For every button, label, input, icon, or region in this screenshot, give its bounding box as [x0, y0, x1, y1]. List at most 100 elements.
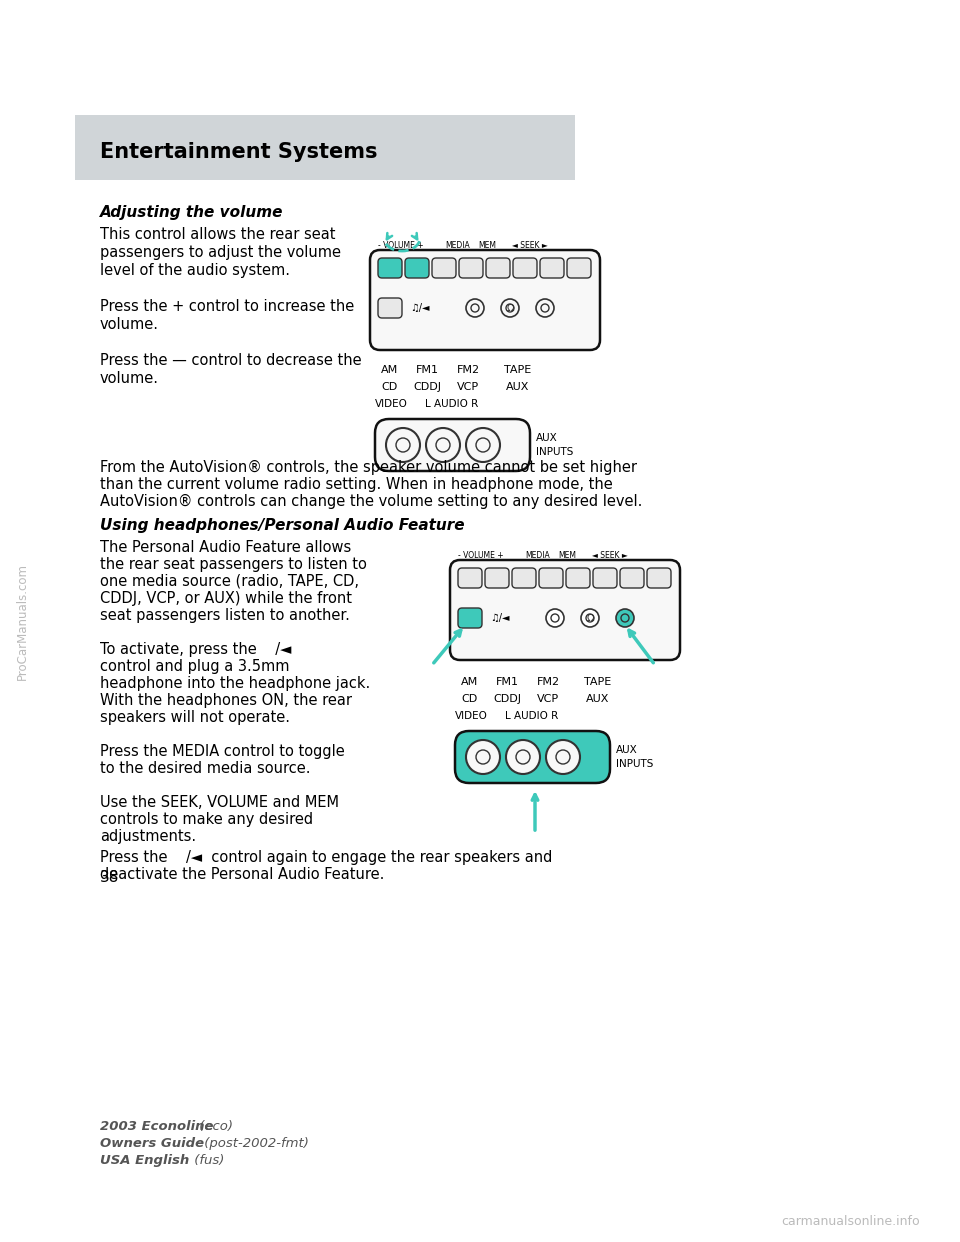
FancyBboxPatch shape [647, 568, 671, 587]
Text: adjustments.: adjustments. [100, 828, 196, 845]
Text: ♫/◄: ♫/◄ [490, 614, 510, 623]
Text: VCP: VCP [537, 694, 559, 704]
Text: FM1: FM1 [416, 365, 439, 375]
Text: CD: CD [462, 694, 478, 704]
FancyBboxPatch shape [375, 419, 530, 471]
FancyBboxPatch shape [512, 568, 536, 587]
Text: ◄ SEEK ►: ◄ SEEK ► [592, 551, 628, 560]
FancyBboxPatch shape [455, 732, 610, 782]
Text: Press the MEDIA control to toggle: Press the MEDIA control to toggle [100, 744, 345, 759]
Text: headphone into the headphone jack.: headphone into the headphone jack. [100, 676, 371, 691]
Text: VIDEO: VIDEO [455, 710, 488, 722]
Text: volume.: volume. [100, 371, 159, 386]
Text: control and plug a 3.5mm: control and plug a 3.5mm [100, 660, 290, 674]
Text: 2003 Econoline: 2003 Econoline [100, 1120, 213, 1133]
Text: deactivate the Personal Audio Feature.: deactivate the Personal Audio Feature. [100, 867, 384, 882]
FancyBboxPatch shape [450, 560, 680, 660]
Text: seat passengers listen to another.: seat passengers listen to another. [100, 609, 349, 623]
Text: speakers will not operate.: speakers will not operate. [100, 710, 290, 725]
Text: (fus): (fus) [190, 1154, 225, 1167]
FancyBboxPatch shape [458, 568, 482, 587]
Text: CD: CD [382, 383, 398, 392]
Text: - VOLUME +: - VOLUME + [458, 551, 504, 560]
Text: TAPE: TAPE [504, 365, 532, 375]
Text: ◄ SEEK ►: ◄ SEEK ► [512, 241, 548, 250]
FancyBboxPatch shape [458, 609, 482, 628]
Text: carmanualsonline.info: carmanualsonline.info [781, 1215, 920, 1228]
Text: FM1: FM1 [495, 677, 518, 687]
Text: AM: AM [462, 677, 479, 687]
Text: With the headphones ON, the rear: With the headphones ON, the rear [100, 693, 352, 708]
Circle shape [546, 609, 564, 627]
FancyBboxPatch shape [459, 258, 483, 278]
Text: The Personal Audio Feature allows: The Personal Audio Feature allows [100, 540, 351, 555]
Text: ProCarManuals.com: ProCarManuals.com [15, 563, 29, 679]
FancyBboxPatch shape [405, 258, 429, 278]
Text: Use the SEEK, VOLUME and MEM: Use the SEEK, VOLUME and MEM [100, 795, 339, 810]
FancyBboxPatch shape [485, 568, 509, 587]
FancyBboxPatch shape [593, 568, 617, 587]
FancyBboxPatch shape [539, 568, 563, 587]
Text: 38: 38 [100, 869, 119, 886]
Text: (post-2002-fmt): (post-2002-fmt) [200, 1136, 309, 1150]
Text: CDDJ: CDDJ [413, 383, 441, 392]
Text: L AUDIO R: L AUDIO R [505, 710, 559, 722]
Circle shape [466, 740, 500, 774]
FancyBboxPatch shape [370, 250, 600, 350]
Bar [75, 116, 575, 180]
Text: MEDIA: MEDIA [445, 241, 469, 250]
Text: Ω: Ω [506, 303, 514, 313]
FancyBboxPatch shape [513, 258, 537, 278]
Text: INPUTS: INPUTS [616, 759, 654, 769]
Text: TAPE: TAPE [585, 677, 612, 687]
FancyBboxPatch shape [432, 258, 456, 278]
Text: CDDJ, VCP, or AUX) while the front: CDDJ, VCP, or AUX) while the front [100, 591, 352, 606]
FancyBboxPatch shape [540, 258, 564, 278]
Circle shape [581, 609, 599, 627]
Text: Owners Guide: Owners Guide [100, 1136, 204, 1150]
Text: AutoVision® controls can change the volume setting to any desired level.: AutoVision® controls can change the volu… [100, 494, 642, 509]
Text: USA English: USA English [100, 1154, 189, 1167]
Text: passengers to adjust the volume: passengers to adjust the volume [100, 245, 341, 260]
Text: From the AutoVision® controls, the speaker volume cannot be set higher: From the AutoVision® controls, the speak… [100, 460, 637, 474]
Text: MEM: MEM [478, 241, 496, 250]
Text: to the desired media source.: to the desired media source. [100, 761, 310, 776]
Text: level of the audio system.: level of the audio system. [100, 263, 290, 278]
FancyBboxPatch shape [378, 258, 402, 278]
Text: one media source (radio, TAPE, CD,: one media source (radio, TAPE, CD, [100, 574, 359, 589]
Text: AUX: AUX [506, 383, 530, 392]
Text: VCP: VCP [457, 383, 479, 392]
Text: AUX: AUX [536, 433, 558, 443]
Text: Using headphones/Personal Audio Feature: Using headphones/Personal Audio Feature [100, 518, 465, 533]
FancyBboxPatch shape [620, 568, 644, 587]
Text: volume.: volume. [100, 317, 159, 332]
Text: AUX: AUX [587, 694, 610, 704]
Text: INPUTS: INPUTS [536, 447, 573, 457]
Text: Press the    /◄  control again to engage the rear speakers and: Press the /◄ control again to engage the… [100, 850, 552, 864]
Text: Ω: Ω [587, 614, 593, 623]
FancyBboxPatch shape [486, 258, 510, 278]
Text: VIDEO: VIDEO [375, 399, 408, 409]
Text: controls to make any desired: controls to make any desired [100, 812, 313, 827]
Circle shape [546, 740, 580, 774]
FancyBboxPatch shape [567, 258, 591, 278]
Text: - VOLUME +: - VOLUME + [378, 241, 423, 250]
Text: MEDIA: MEDIA [525, 551, 550, 560]
Text: Press the + control to increase the: Press the + control to increase the [100, 299, 354, 314]
Text: FM2: FM2 [537, 677, 560, 687]
Text: AM: AM [381, 365, 398, 375]
Circle shape [616, 609, 634, 627]
Text: (eco): (eco) [195, 1120, 233, 1133]
Text: AUX: AUX [616, 745, 637, 755]
Text: Entertainment Systems: Entertainment Systems [100, 142, 377, 161]
Text: Press the — control to decrease the: Press the — control to decrease the [100, 353, 362, 368]
Text: CDDJ: CDDJ [493, 694, 521, 704]
Text: MEM: MEM [558, 551, 576, 560]
Text: ♫/◄: ♫/◄ [410, 303, 429, 313]
Text: than the current volume radio setting. When in headphone mode, the: than the current volume radio setting. W… [100, 477, 612, 492]
Text: This control allows the rear seat: This control allows the rear seat [100, 227, 335, 242]
FancyBboxPatch shape [566, 568, 590, 587]
Text: the rear seat passengers to listen to: the rear seat passengers to listen to [100, 556, 367, 573]
Text: Adjusting the volume: Adjusting the volume [100, 205, 283, 220]
FancyBboxPatch shape [378, 298, 402, 318]
